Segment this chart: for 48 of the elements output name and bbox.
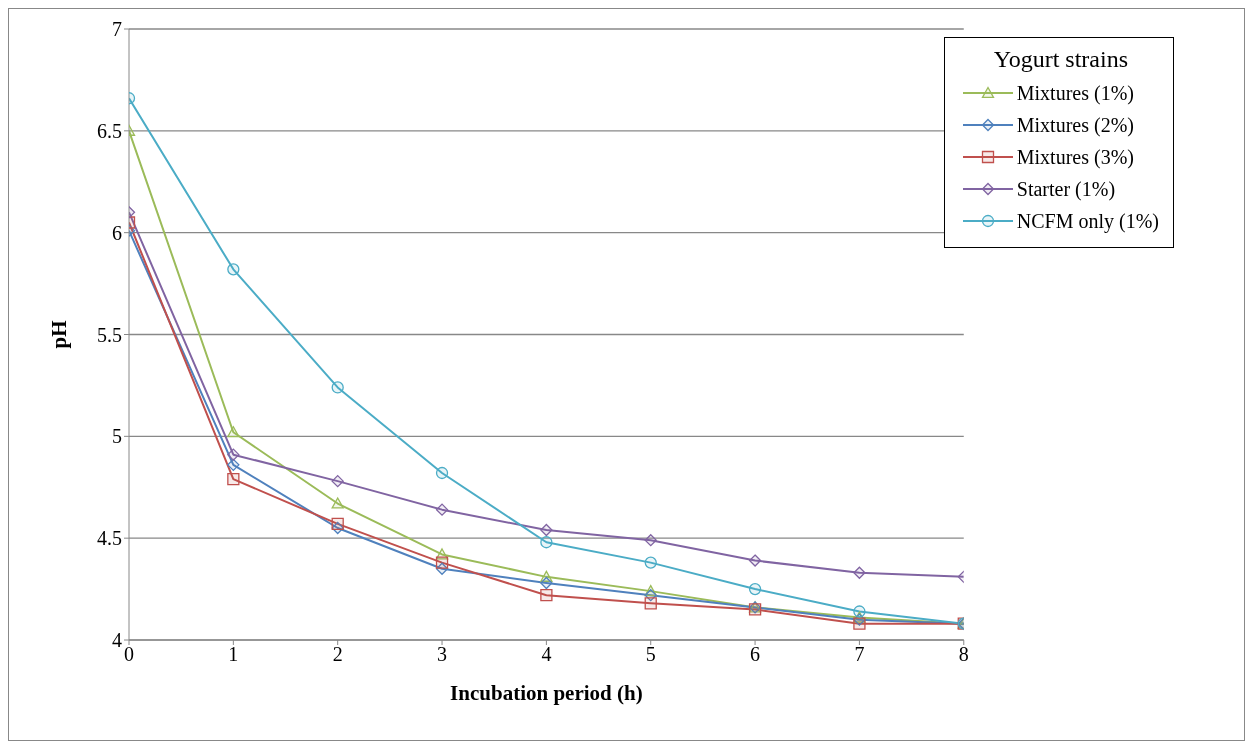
x-tick-label: 5 [645, 643, 656, 666]
legend-title: Yogurt strains [992, 46, 1129, 73]
legend-label: Mixtures (2%) [1016, 113, 1134, 137]
point [331, 381, 344, 394]
legend-label: Mixtures (1%) [1016, 81, 1134, 105]
point [644, 597, 657, 610]
point [540, 576, 553, 590]
point [540, 523, 553, 537]
point [435, 503, 449, 516]
x-tick-label: 0 [124, 643, 134, 666]
point [853, 566, 866, 579]
x-tick-label: 7 [854, 643, 865, 666]
y-axis-title: pH [47, 320, 72, 349]
point [748, 582, 762, 596]
y-tick-label: 7 [112, 18, 122, 41]
point [227, 263, 240, 276]
y-tick-label: 6.5 [97, 119, 122, 142]
point [540, 536, 553, 549]
point [435, 556, 449, 569]
legend-label: Mixtures (3%) [1016, 145, 1134, 169]
x-tick-label: 1 [228, 643, 239, 666]
x-tick-label: 2 [332, 643, 343, 666]
point [331, 474, 344, 488]
x-axis-title: Incubation period (h) [450, 681, 643, 705]
point [853, 617, 866, 630]
point [227, 426, 240, 438]
y-tick-label: 5.5 [97, 323, 122, 346]
point [748, 554, 762, 567]
x-tick-label: 8 [958, 643, 969, 666]
point [540, 589, 553, 602]
y-tick-label: 6 [112, 221, 122, 244]
point [853, 605, 866, 618]
point [227, 472, 240, 486]
point [227, 458, 240, 471]
x-tick-label: 6 [750, 643, 761, 666]
y-tick-label: 4.5 [97, 527, 122, 550]
x-tick-label: 3 [437, 643, 448, 666]
x-tick-label: 4 [541, 643, 552, 666]
point [227, 448, 240, 461]
y-tick-label: 5 [112, 425, 122, 448]
point [435, 466, 449, 480]
legend-label: Starter (1%) [1016, 177, 1116, 201]
point [331, 497, 344, 509]
point [644, 556, 657, 569]
y-tick-label: 4 [112, 629, 122, 652]
point [644, 534, 657, 547]
legend-label: NCFM only (1%) [1016, 209, 1159, 233]
point [331, 517, 344, 531]
